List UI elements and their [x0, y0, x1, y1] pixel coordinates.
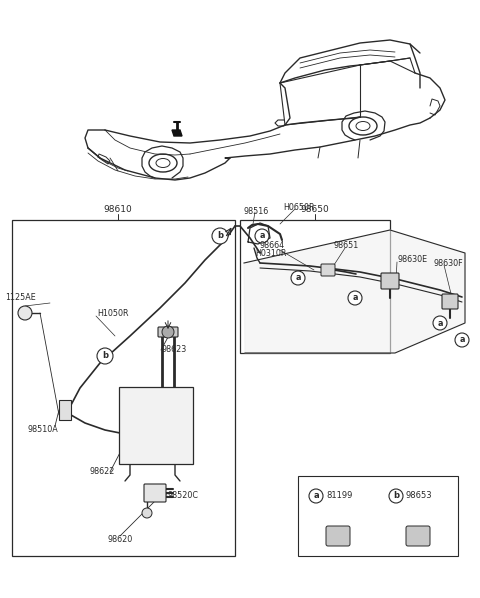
Bar	[298, 476, 458, 556]
Text: a: a	[437, 319, 443, 328]
Circle shape	[162, 326, 174, 338]
Text: a: a	[313, 492, 319, 501]
Text: 98664: 98664	[259, 242, 284, 251]
Text: 98516: 98516	[244, 208, 269, 216]
Circle shape	[455, 333, 469, 347]
Polygon shape	[244, 230, 465, 353]
Circle shape	[97, 348, 113, 364]
Text: 98651: 98651	[333, 242, 358, 251]
Text: 98510A: 98510A	[27, 426, 58, 435]
Circle shape	[309, 489, 323, 503]
Text: a: a	[259, 231, 265, 240]
Text: 98623: 98623	[162, 346, 187, 355]
FancyBboxPatch shape	[119, 387, 193, 464]
Text: 98650: 98650	[300, 205, 329, 214]
FancyBboxPatch shape	[144, 484, 166, 502]
Text: 98520C: 98520C	[168, 490, 199, 499]
Text: 98630E: 98630E	[398, 255, 428, 264]
Bar	[240, 220, 390, 353]
Text: a: a	[295, 273, 301, 282]
Circle shape	[291, 271, 305, 285]
Text: 98653: 98653	[406, 492, 432, 501]
Text: b: b	[393, 492, 399, 501]
Text: 98630F: 98630F	[433, 258, 463, 267]
Text: 98620: 98620	[108, 535, 132, 545]
Circle shape	[18, 306, 32, 320]
FancyBboxPatch shape	[326, 526, 350, 546]
Text: ⚙: ⚙	[332, 529, 344, 543]
Text: 81199: 81199	[326, 492, 352, 501]
Text: ⚙: ⚙	[412, 529, 424, 543]
Polygon shape	[172, 130, 182, 136]
Circle shape	[212, 228, 228, 244]
Circle shape	[255, 229, 269, 243]
Text: H1050R: H1050R	[97, 309, 129, 318]
Bar	[12, 220, 235, 556]
Circle shape	[142, 508, 152, 518]
Text: b: b	[102, 352, 108, 361]
Text: 98622: 98622	[90, 468, 115, 477]
FancyBboxPatch shape	[381, 273, 399, 289]
Text: H0310R: H0310R	[255, 249, 287, 258]
Text: a: a	[459, 335, 465, 344]
Bar	[59, 400, 71, 420]
FancyBboxPatch shape	[442, 294, 458, 309]
FancyBboxPatch shape	[321, 264, 335, 276]
Text: a: a	[352, 294, 358, 303]
FancyBboxPatch shape	[158, 327, 178, 337]
Circle shape	[348, 291, 362, 305]
FancyBboxPatch shape	[406, 526, 430, 546]
Text: 98610: 98610	[104, 205, 132, 214]
Text: b: b	[217, 231, 223, 240]
Circle shape	[389, 489, 403, 503]
Circle shape	[433, 316, 447, 330]
Text: H0650R: H0650R	[283, 203, 314, 212]
Text: 1125AE: 1125AE	[5, 294, 36, 303]
